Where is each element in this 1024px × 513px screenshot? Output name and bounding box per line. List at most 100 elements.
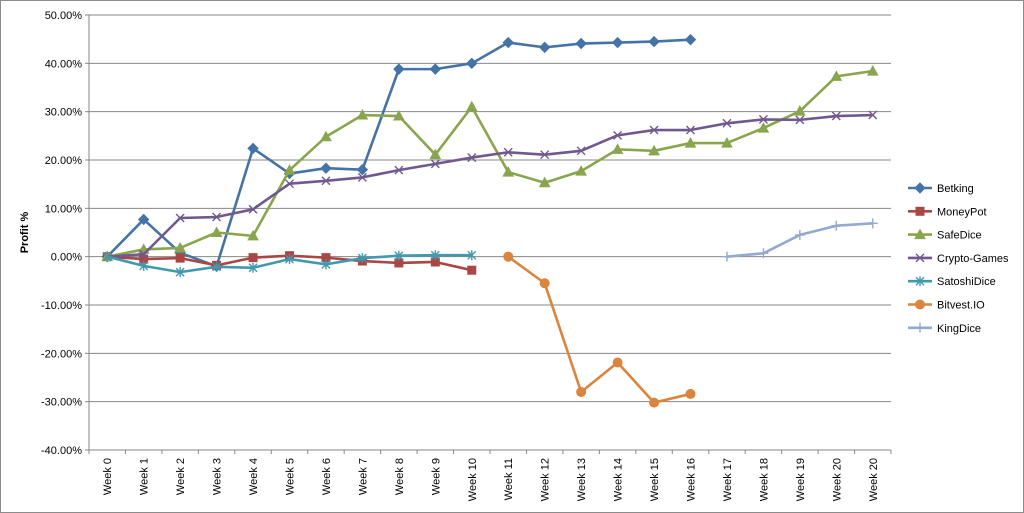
data-point-crypto-games	[285, 179, 294, 189]
x-tick-label: Week 15	[649, 458, 661, 501]
legend-marker	[915, 206, 925, 216]
data-point-crypto-games	[357, 172, 367, 182]
data-point-safedice	[866, 65, 879, 76]
data-point-crypto-games	[321, 176, 331, 186]
x-tick-label: Week 14	[613, 458, 625, 501]
x-tick-label: Week 12	[540, 458, 552, 501]
data-point-safedice	[320, 130, 332, 142]
legend-marker	[915, 322, 925, 333]
data-point-betking	[137, 213, 150, 226]
y-tick-label: 10.00%	[45, 203, 83, 215]
data-point-betking	[429, 63, 442, 75]
data-point-crypto-games	[212, 212, 222, 222]
legend-item-betking: Betking	[908, 182, 974, 195]
axes: -40.00% -30.00% -20.00% -10.00% 0.00% 10.00% 2…	[19, 10, 892, 501]
data-point-safedice	[465, 100, 478, 112]
data-point-betking	[393, 63, 405, 75]
data-point-betking	[684, 33, 697, 46]
series-satoshidice	[102, 250, 477, 278]
data-point-satoshidice	[467, 250, 477, 261]
x-tick-label: Week 20	[831, 458, 843, 501]
data-point-betking	[538, 41, 551, 54]
data-point-betking	[320, 162, 332, 174]
series-lines	[101, 33, 879, 408]
x-tick-label: Week 13	[576, 458, 588, 501]
x-tick-label: Week 18	[758, 458, 770, 501]
data-point-crypto-games	[686, 125, 695, 135]
x-tick-label: Week 1	[139, 458, 151, 495]
data-point-crypto-games	[540, 150, 550, 160]
x-tick-label: Week 7	[357, 458, 369, 495]
legend-label: Bitvest.IO	[937, 300, 985, 312]
legend-label: SafeDice	[937, 230, 982, 242]
data-point-safedice	[502, 166, 515, 177]
data-point-moneypot	[248, 253, 258, 263]
y-axis-title: Profit %	[19, 212, 31, 254]
x-tick-label: Week 3	[212, 458, 224, 495]
legend-label: Crypto-Games	[937, 253, 1009, 265]
legend-marker	[915, 276, 925, 287]
x-tick-label: Week 19	[795, 458, 807, 501]
data-point-kingdice	[721, 251, 732, 262]
data-point-betking	[466, 57, 478, 70]
data-point-betking	[611, 36, 624, 49]
data-point-crypto-games	[175, 213, 185, 223]
legend-label: Betking	[937, 183, 974, 195]
series-kingdice	[721, 218, 878, 262]
data-point-satoshidice	[175, 267, 185, 278]
legend-item-bitvest-io: Bitvest.IO	[908, 299, 985, 312]
data-point-betking	[575, 37, 587, 50]
legend-label: MoneyPot	[937, 206, 987, 218]
data-point-crypto-games	[758, 114, 768, 124]
series-line-crypto-games	[107, 113, 873, 258]
data-point-crypto-games	[722, 118, 732, 128]
y-tick-label: 40.00%	[45, 58, 83, 70]
y-tick-label: -40.00%	[41, 445, 82, 457]
data-point-bitvest-io	[685, 388, 696, 399]
x-tick-label: Week 4	[248, 458, 260, 495]
series-crypto-games	[102, 110, 878, 262]
data-point-crypto-games	[430, 159, 440, 169]
legend-marker	[915, 253, 925, 263]
legend-label: SatoshiDice	[937, 276, 996, 288]
data-point-kingdice	[758, 248, 769, 259]
data-point-crypto-games	[248, 204, 258, 214]
data-point-safedice	[356, 109, 369, 120]
x-tick-label: Week 16	[686, 458, 698, 501]
data-point-bitvest-io	[649, 397, 660, 408]
x-tick-label: Week 9	[430, 458, 442, 495]
y-tick-label: -30.00%	[41, 397, 82, 409]
data-point-betking	[648, 35, 660, 48]
data-point-kingdice	[867, 218, 878, 229]
x-tick-label: Week 11	[503, 458, 515, 500]
x-tick-label: Week 17	[722, 458, 734, 501]
data-point-satoshidice	[139, 260, 149, 271]
data-point-kingdice	[831, 220, 842, 231]
data-point-safedice	[393, 109, 405, 121]
data-point-moneypot	[467, 265, 477, 275]
x-tick-label: Week 20	[868, 458, 880, 501]
data-point-satoshidice	[394, 250, 404, 261]
x-tick-label: Week 10	[467, 458, 479, 501]
data-point-safedice	[830, 70, 843, 81]
data-point-safedice	[429, 148, 442, 160]
x-tick-label: Week 2	[175, 458, 187, 495]
data-point-crypto-games	[576, 146, 586, 156]
data-point-crypto-games	[649, 125, 659, 135]
data-point-safedice	[247, 229, 259, 241]
data-point-crypto-games	[503, 147, 513, 157]
x-tick-label: Week 8	[394, 458, 406, 495]
data-point-crypto-games	[831, 111, 841, 121]
data-point-betking	[247, 142, 259, 155]
series-line-bitvest-io	[507, 255, 691, 404]
series-bitvest-io	[503, 251, 696, 408]
y-tick-label: -10.00%	[41, 300, 82, 312]
data-point-moneypot	[175, 253, 185, 263]
data-point-satoshidice	[102, 251, 112, 262]
data-point-safedice	[757, 122, 770, 133]
data-point-crypto-games	[467, 153, 477, 163]
y-tick-label: 30.00%	[45, 107, 83, 119]
data-point-crypto-games	[613, 130, 623, 140]
